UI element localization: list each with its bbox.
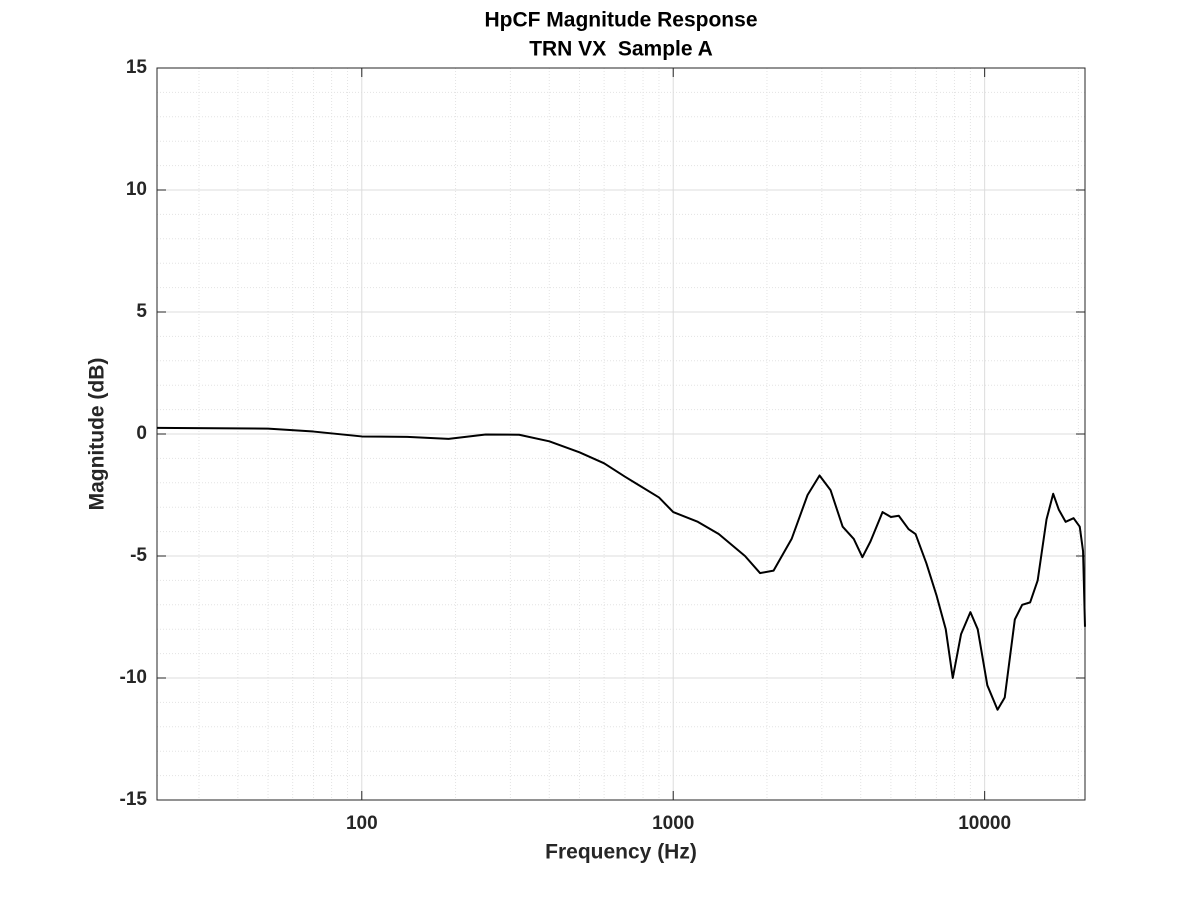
- y-tick-label: 15: [126, 57, 148, 78]
- x-tick-label: 1000: [652, 813, 694, 834]
- x-tick-label: 100: [346, 813, 378, 834]
- y-tick-label: 10: [126, 179, 147, 200]
- y-tick-label: 5: [136, 301, 147, 322]
- x-tick-label: 10000: [958, 813, 1011, 834]
- chart-title: HpCF Magnitude Response: [484, 9, 757, 32]
- chart-subtitle: TRN VX Sample A: [529, 38, 713, 61]
- y-tick-label: 0: [136, 423, 147, 444]
- line-series: [156, 426, 1086, 711]
- plot-frame: [156, 67, 1086, 801]
- y-tick-label: -15: [120, 789, 148, 810]
- y-tick-label: -5: [130, 545, 147, 566]
- x-axis-label: Frequency (Hz): [545, 841, 697, 864]
- y-axis-label: Magnitude (dB): [86, 358, 109, 511]
- y-tick-label: -10: [120, 667, 147, 688]
